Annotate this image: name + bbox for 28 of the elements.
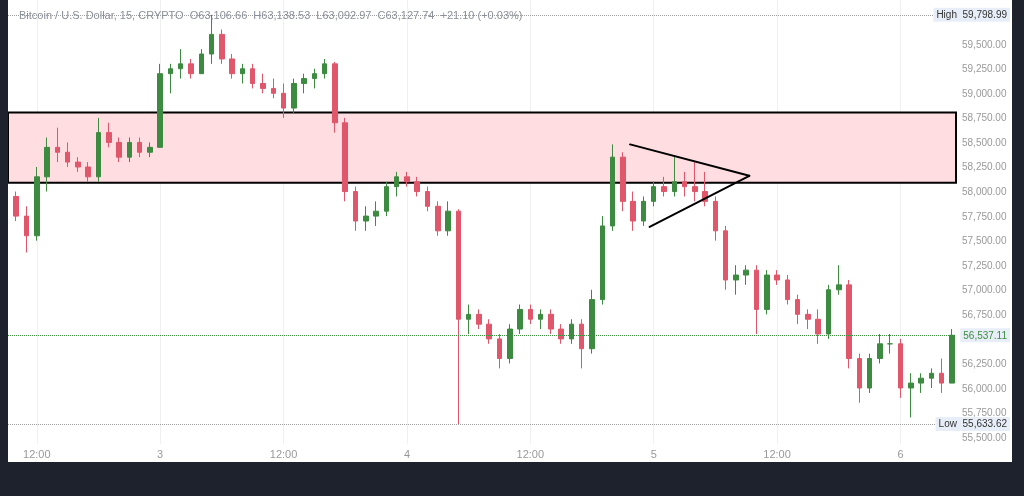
y-tick-label: 58,250.00 [962, 161, 1007, 173]
x-tick-label: 12:00 [269, 447, 298, 460]
y-tick-label: 56,250.00 [962, 357, 1007, 369]
text: Bitcoin / U.S. Dollar, 15, CRYPTO O63,106.66 H63,138.53 L63,092.97 C63,127.74 +21.10 (+0.03%) [19, 8, 523, 21]
x-tick-label: 12:00 [763, 447, 791, 460]
y-tick-label: 59,500.00 [962, 38, 1007, 50]
y-tick-label: 55,500.00 [962, 431, 1007, 443]
x-tick-label: 5 [650, 447, 657, 460]
y-tick-label: 55,750.00 [962, 407, 1007, 419]
y-tick-label: 57,250.00 [962, 259, 1007, 271]
y-tick-label: 58,500.00 [962, 136, 1007, 148]
x-tick-label: 4 [403, 447, 410, 460]
y-tick-label: 57,500.00 [962, 235, 1007, 247]
y-tick-label: 58,750.00 [962, 112, 1007, 124]
x-tick-label: 6 [897, 447, 904, 460]
y-tick-label: 57,750.00 [962, 210, 1007, 222]
y-tick-label: 59,000.00 [962, 87, 1007, 99]
y-tick-label: 57,000.00 [962, 284, 1007, 296]
y-tick-label: 56,000.00 [962, 382, 1007, 394]
x-tick-label: 12:00 [516, 447, 545, 460]
x-tick-label: 3 [157, 447, 164, 460]
ref-line-label: Low 55,633.62 [938, 418, 1008, 430]
y-tick-label: 59,250.00 [962, 63, 1007, 75]
ref-line-label: 56,537.11 [963, 329, 1008, 341]
y-tick-label: 58,000.00 [962, 186, 1007, 198]
x-tick-label: 12:00 [23, 447, 51, 460]
y-tick-label: 56,750.00 [962, 308, 1007, 320]
ref-line-label: High 59,798.99 [936, 9, 1008, 21]
